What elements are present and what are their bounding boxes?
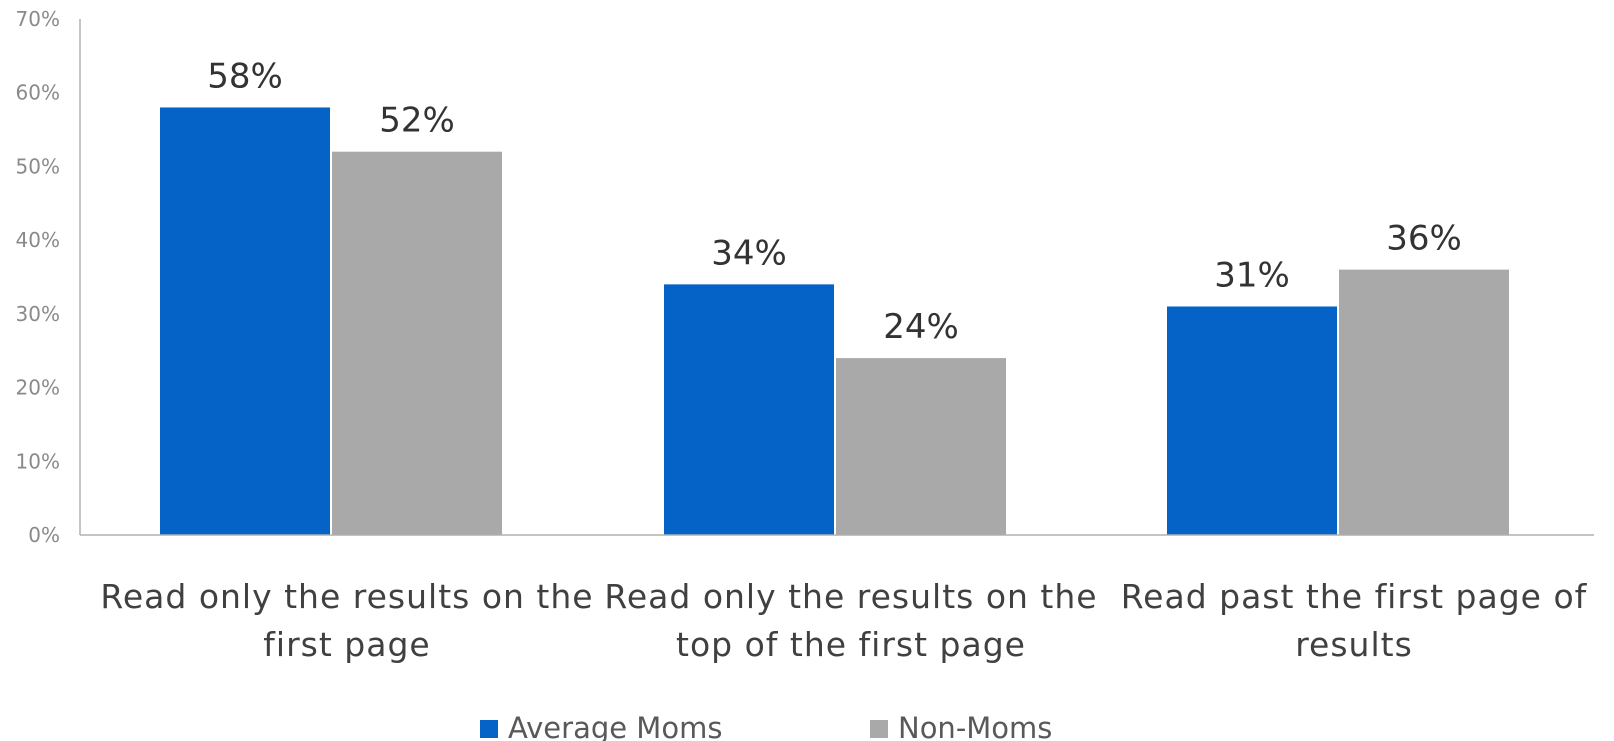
legend-item: Non-Moms — [870, 711, 1052, 741]
x-category-label: Read only the results on the top of the f… — [604, 577, 1097, 664]
y-tick-label: 0% — [28, 523, 60, 547]
bar — [160, 107, 330, 535]
y-tick-label: 70% — [16, 7, 60, 31]
legend-swatch — [870, 720, 888, 738]
bar-data-label: 24% — [883, 307, 959, 347]
y-tick-label: 40% — [16, 228, 60, 252]
x-category-label-line: first page — [263, 625, 430, 664]
y-tick-label: 20% — [16, 376, 60, 400]
legend-label: Non-Moms — [898, 711, 1052, 741]
x-axis: Read only the results on the first pageRe… — [80, 534, 1594, 664]
y-tick-label: 60% — [16, 81, 60, 105]
bar-data-label: 36% — [1386, 219, 1462, 259]
bar — [332, 151, 502, 535]
bars — [160, 107, 1509, 535]
x-category-label-line: Read past the first page of — [1121, 577, 1588, 616]
bar-data-label: 31% — [1214, 255, 1290, 295]
bar — [1339, 269, 1509, 535]
bar — [1167, 306, 1337, 535]
x-category-label-line: Read only the results on the — [604, 577, 1097, 616]
legend-item: Average Moms — [480, 711, 722, 741]
data-labels: 58% 34% 31% 52% 24% 36% — [207, 56, 1462, 347]
x-category-label-line: top of the first page — [676, 625, 1026, 664]
y-tick-label: 30% — [16, 302, 60, 326]
x-category-label: Read past the first page of results — [1121, 577, 1588, 664]
bar — [664, 284, 834, 535]
bar-data-label: 58% — [207, 56, 283, 96]
bar — [836, 358, 1006, 535]
x-category-label: Read only the results on the first page — [100, 577, 593, 664]
y-tick-label: 50% — [16, 154, 60, 178]
y-tick-label: 10% — [16, 449, 60, 473]
legend: Average Moms Non-Moms — [480, 711, 1052, 741]
bar-data-label: 52% — [379, 101, 455, 141]
x-category-label-line: results — [1295, 625, 1413, 664]
y-axis: 0% 10% 20% 30% 40% 50% 60% 70% — [16, 7, 81, 547]
legend-swatch — [480, 720, 498, 738]
legend-label: Average Moms — [508, 711, 722, 741]
bar-data-label: 34% — [711, 233, 787, 273]
x-category-label-line: Read only the results on the — [100, 577, 593, 616]
